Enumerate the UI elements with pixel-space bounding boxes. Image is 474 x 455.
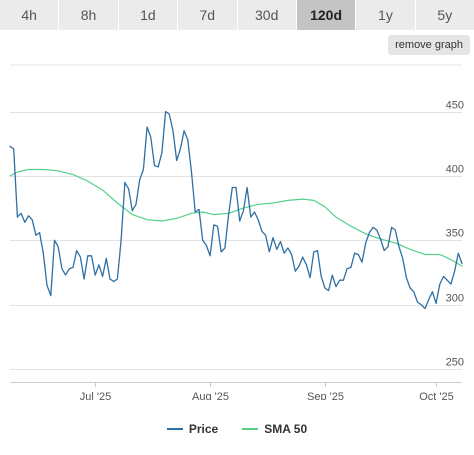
- legend-item-price[interactable]: Price: [166, 422, 219, 436]
- tab-30d[interactable]: 30d: [237, 0, 297, 30]
- legend: Price SMA 50: [0, 420, 474, 438]
- series-line-price: [9, 110, 463, 310]
- y-tick-label-250: 250: [446, 357, 464, 369]
- tab-1y[interactable]: 1y: [356, 0, 416, 30]
- x-tick-label-3: Oct '25: [419, 391, 454, 400]
- legend-item-sma-50[interactable]: SMA 50: [242, 422, 307, 436]
- legend-label-price: Price: [188, 422, 219, 436]
- tab-7d[interactable]: 7d: [178, 0, 238, 30]
- timeframe-tabs: 4h 8h 1d 7d 30d 120d 1y 5y: [0, 0, 474, 30]
- tab-8h[interactable]: 8h: [59, 0, 119, 30]
- tab-120d[interactable]: 120d: [296, 0, 357, 30]
- legend-swatch-price: [166, 428, 183, 430]
- legend-swatch-sma-50: [242, 428, 259, 430]
- x-tick-label-0: Jul '25: [80, 391, 111, 400]
- tab-5y[interactable]: 5y: [415, 0, 474, 30]
- y-tick-label-400: 400: [446, 164, 464, 176]
- legend-label-sma-50: SMA 50: [264, 422, 308, 436]
- series: [9, 110, 463, 310]
- x-axis: Jul '25 Aug '25 Sep '25 Oct '25: [10, 382, 462, 400]
- price-chart: 250 300 350 400 450 Jul '25 Aug '25 Sep '25 Oct…: [9, 64, 464, 400]
- grid: [10, 64, 462, 370]
- y-tick-label-300: 300: [446, 293, 464, 305]
- y-tick-label-450: 450: [446, 100, 464, 112]
- x-tick-label-1: Aug '25: [192, 391, 229, 400]
- remove-graph-button[interactable]: remove graph: [388, 35, 470, 55]
- tab-4h[interactable]: 4h: [0, 0, 60, 30]
- series-line-sma-50: [9, 168, 463, 267]
- y-tick-label-350: 350: [446, 228, 464, 240]
- tab-1d[interactable]: 1d: [118, 0, 179, 30]
- x-tick-label-2: Sep '25: [307, 391, 344, 400]
- y-axis: 250 300 350 400 450: [446, 100, 464, 369]
